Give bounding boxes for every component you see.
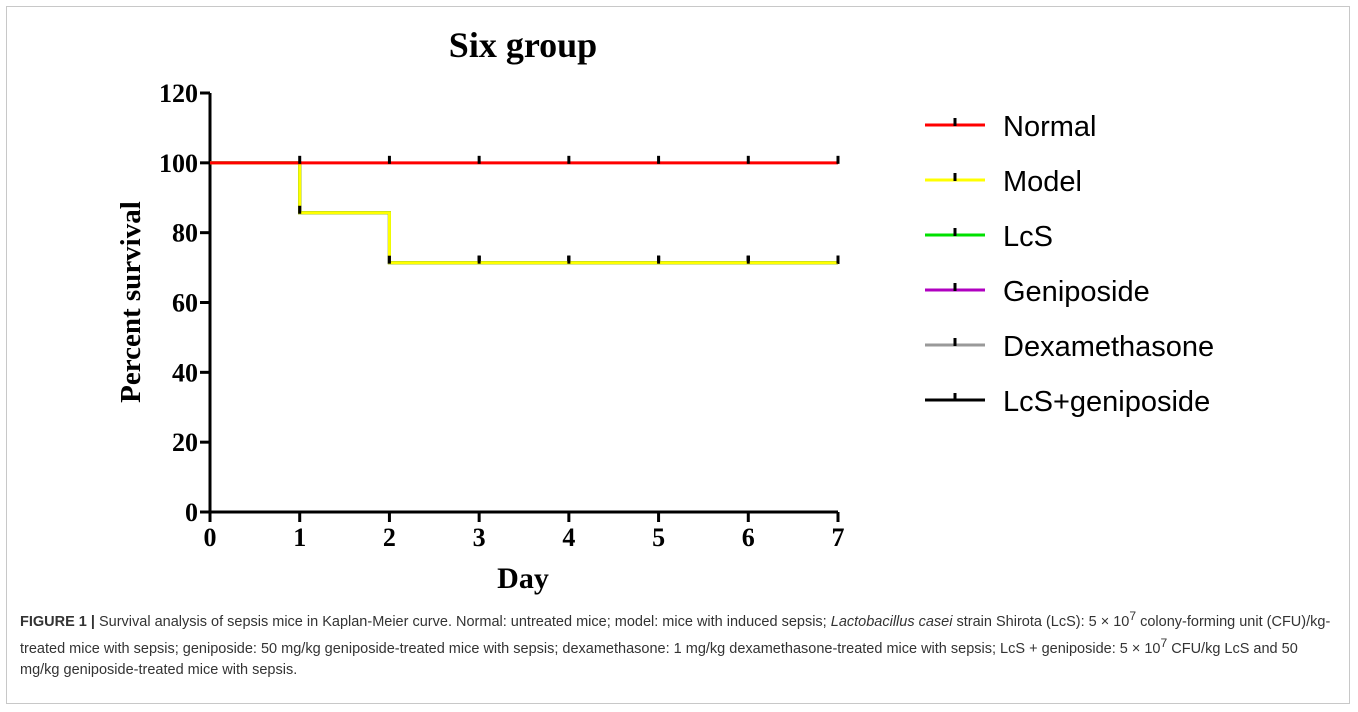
x-tick-label: 4 — [562, 523, 575, 552]
axes: 0 20 40 60 80 100 120 0 1 2 3 4 5 6 7 — [159, 79, 845, 552]
legend-label: LcS — [1003, 221, 1053, 253]
y-tick-label: 60 — [172, 289, 198, 318]
series-line — [210, 161, 838, 265]
survival-chart: Six group Percent survival Day 020406080… — [115, 25, 1214, 595]
legend-label: Model — [1003, 166, 1082, 198]
x-tick-label: 3 — [473, 523, 486, 552]
x-tick-label: 5 — [652, 523, 665, 552]
series-layer — [210, 155, 840, 265]
caption-exponent-2: 7 — [1160, 635, 1168, 650]
caption-exponent-1: 7 — [1129, 609, 1137, 623]
legend-label: Dexamethasone — [1003, 331, 1214, 363]
x-tick-label: 0 — [204, 523, 217, 552]
y-tick-label: 80 — [172, 219, 198, 248]
caption-species: Lactobacillus casei — [830, 613, 953, 630]
x-tick-label: 2 — [383, 523, 396, 552]
legend-label: Normal — [1003, 111, 1096, 143]
caption-text-4: CFU/kg LcS and 50 mg/kg geniposide-treat… — [20, 640, 1298, 678]
figure-frame — [6, 6, 1350, 704]
caption-figure-label: FIGURE 1 | — [20, 613, 95, 630]
caption-text-3: colony-forming unit (CFU)/kg-treated mic… — [20, 613, 1331, 657]
caption-text-1: Survival analysis of sepsis mice in Kapl… — [94, 613, 831, 630]
chart-title: Six group — [449, 25, 597, 65]
figure-caption: FIGURE 1 | Survival analysis of sepsis m… — [20, 606, 1338, 681]
y-tick-label: 40 — [172, 358, 198, 387]
x-tick-label: 7 — [832, 523, 845, 552]
y-tick-label: 0 — [185, 498, 198, 527]
x-tick-label: 1 — [293, 523, 306, 552]
y-tick-label: 100 — [159, 149, 198, 178]
caption-text-2: strain Shirota (LcS): 5 × 10 — [952, 613, 1130, 630]
y-tick-label: 120 — [159, 79, 198, 108]
legend-label: LcS+geniposide — [1003, 386, 1210, 418]
legend-label: Geniposide — [1003, 276, 1150, 308]
y-tick-label: 20 — [172, 428, 198, 457]
x-tick-label: 6 — [742, 523, 755, 552]
y-axis-label: Percent survival — [115, 201, 147, 403]
x-axis-label: Day — [497, 562, 549, 595]
legend: Normal Model LcS Geniposide Dexamethasone LcS… — [925, 111, 1214, 418]
